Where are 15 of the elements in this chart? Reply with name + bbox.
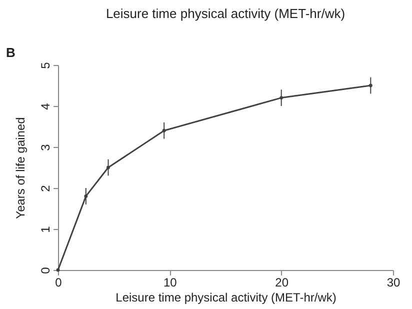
y-axis-title: Years of life gained: [14, 117, 28, 219]
y-tick-label: 2: [38, 184, 52, 192]
y-tick-label: 3: [38, 144, 52, 151]
x-tick-label: 10: [163, 276, 178, 290]
x-tick-label: 0: [55, 276, 62, 290]
point: [56, 268, 60, 272]
y-tick-label: 0: [38, 266, 52, 274]
x-axis-title: Leisure time physical activity (MET-hr/wk): [116, 290, 336, 304]
x-tick-label: 20: [275, 276, 289, 290]
text: B: [6, 45, 16, 60]
chart-title: Leisure time physical activity (MET-hr/wk): [106, 6, 346, 21]
y-tick-label: 4: [38, 102, 52, 110]
y-tick-label: 1: [38, 226, 52, 233]
y-tick-label: 5: [38, 62, 52, 69]
x-tick-label: 30: [386, 276, 400, 290]
